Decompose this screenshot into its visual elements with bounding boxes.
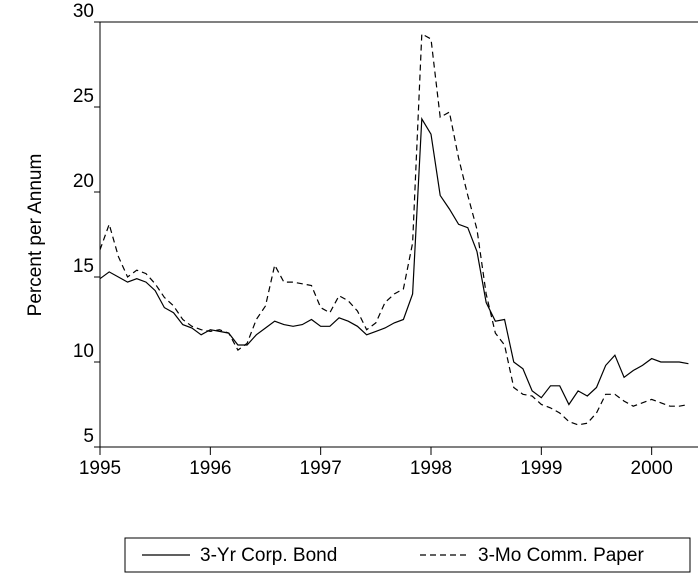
legend-label: 3-Yr Corp. Bond <box>200 545 337 566</box>
y-tick-label: 10 <box>73 341 94 362</box>
y-axis-label: Percent per Annum <box>25 154 46 317</box>
y-tick-label: 5 <box>83 426 94 447</box>
legend-box <box>124 537 691 573</box>
y-tick-label: 30 <box>73 1 94 22</box>
y-tick-label: 15 <box>73 256 94 277</box>
legend-label: 3-Mo Comm. Paper <box>478 545 644 566</box>
x-tick-label: 1999 <box>520 458 562 479</box>
x-tick-label: 1995 <box>79 458 121 479</box>
x-tick-label: 1997 <box>300 458 342 479</box>
y-tick-label: 25 <box>73 86 94 107</box>
x-tick-label: 1996 <box>189 458 231 479</box>
y-tick-label: 20 <box>73 171 94 192</box>
x-tick-label: 1998 <box>410 458 452 479</box>
series-line <box>100 116 689 406</box>
series-line <box>100 32 689 426</box>
x-tick-label: 2000 <box>631 458 673 479</box>
